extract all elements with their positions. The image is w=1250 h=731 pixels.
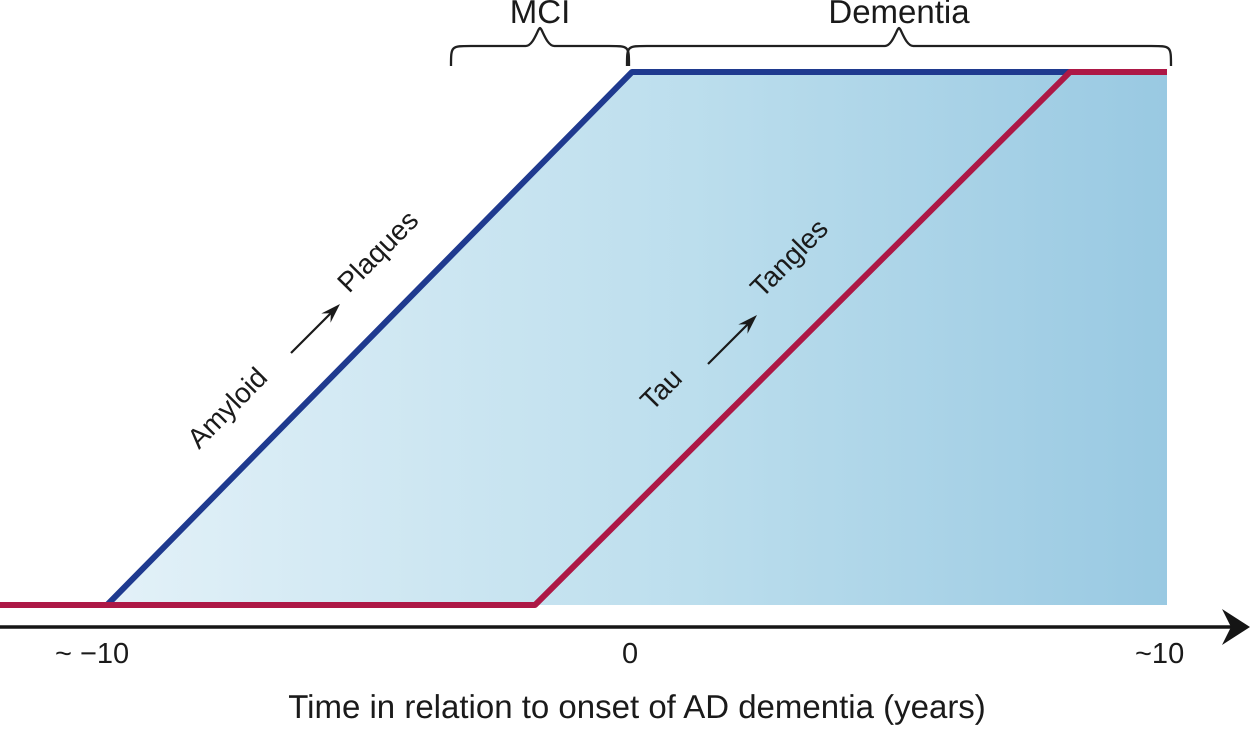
svg-text:MCI: MCI	[510, 0, 571, 30]
svg-text:0: 0	[622, 638, 638, 670]
svg-text:~10: ~10	[1135, 638, 1184, 670]
svg-text:Amyloid: Amyloid	[181, 362, 273, 455]
svg-text:Dementia: Dementia	[828, 0, 970, 30]
svg-text:Plaques: Plaques	[331, 204, 424, 298]
svg-text:~ −10: ~ −10	[55, 638, 129, 670]
svg-text:Time in relation to onset of A: Time in relation to onset of AD dementia…	[288, 688, 986, 725]
